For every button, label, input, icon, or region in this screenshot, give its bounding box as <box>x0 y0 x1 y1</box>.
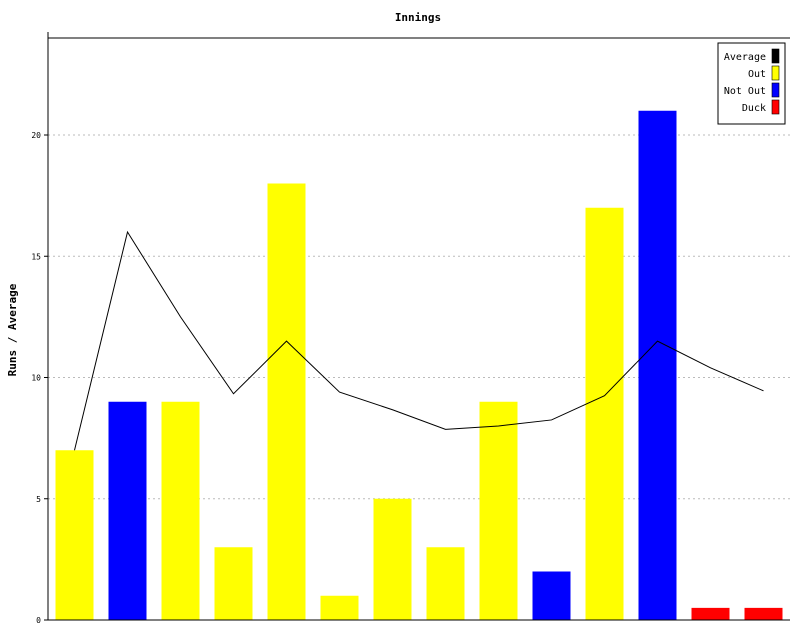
bar-innings-11 <box>585 207 624 620</box>
y-tick-label-20: 20 <box>31 131 41 140</box>
bar-innings-7 <box>373 498 412 620</box>
legend-label-out: Out <box>748 69 766 80</box>
bar-innings-14 <box>744 607 783 620</box>
grid-lines <box>48 134 790 500</box>
y-tick-label-10: 10 <box>31 374 41 383</box>
y-tick-label-5: 5 <box>36 495 41 504</box>
legend-swatch-duck <box>771 99 780 115</box>
bar-innings-4 <box>214 547 253 620</box>
average-line-group <box>74 230 764 451</box>
bar-innings-12 <box>638 110 677 620</box>
y-axis-ticks: 0 5 10 15 20 <box>31 131 48 625</box>
chart-title: Innings <box>395 11 441 24</box>
bars <box>55 110 783 620</box>
average-line <box>74 230 764 451</box>
legend: Average Out Not Out Duck <box>717 42 786 125</box>
y-axis-label: Runs / Average <box>6 283 19 376</box>
legend-swatch-not-out <box>771 82 780 98</box>
bar-innings-5 <box>267 183 306 620</box>
bar-innings-9 <box>479 401 518 620</box>
legend-label-not-out: Not Out <box>724 86 766 97</box>
legend-swatch-out <box>771 65 780 81</box>
bar-innings-13 <box>691 607 730 620</box>
bar-innings-8 <box>426 547 465 620</box>
y-tick-label-0: 0 <box>36 616 41 625</box>
y-tick-label-15: 15 <box>31 252 41 261</box>
legend-label-average: Average <box>724 52 766 63</box>
legend-swatch-average <box>771 48 780 64</box>
legend-label-duck: Duck <box>742 103 766 114</box>
bar-innings-1 <box>55 450 94 620</box>
plot-frame <box>47 32 790 621</box>
bar-innings-2 <box>108 401 147 620</box>
bar-innings-3 <box>161 401 200 620</box>
bar-innings-6 <box>320 595 359 620</box>
bar-innings-10 <box>532 571 571 620</box>
